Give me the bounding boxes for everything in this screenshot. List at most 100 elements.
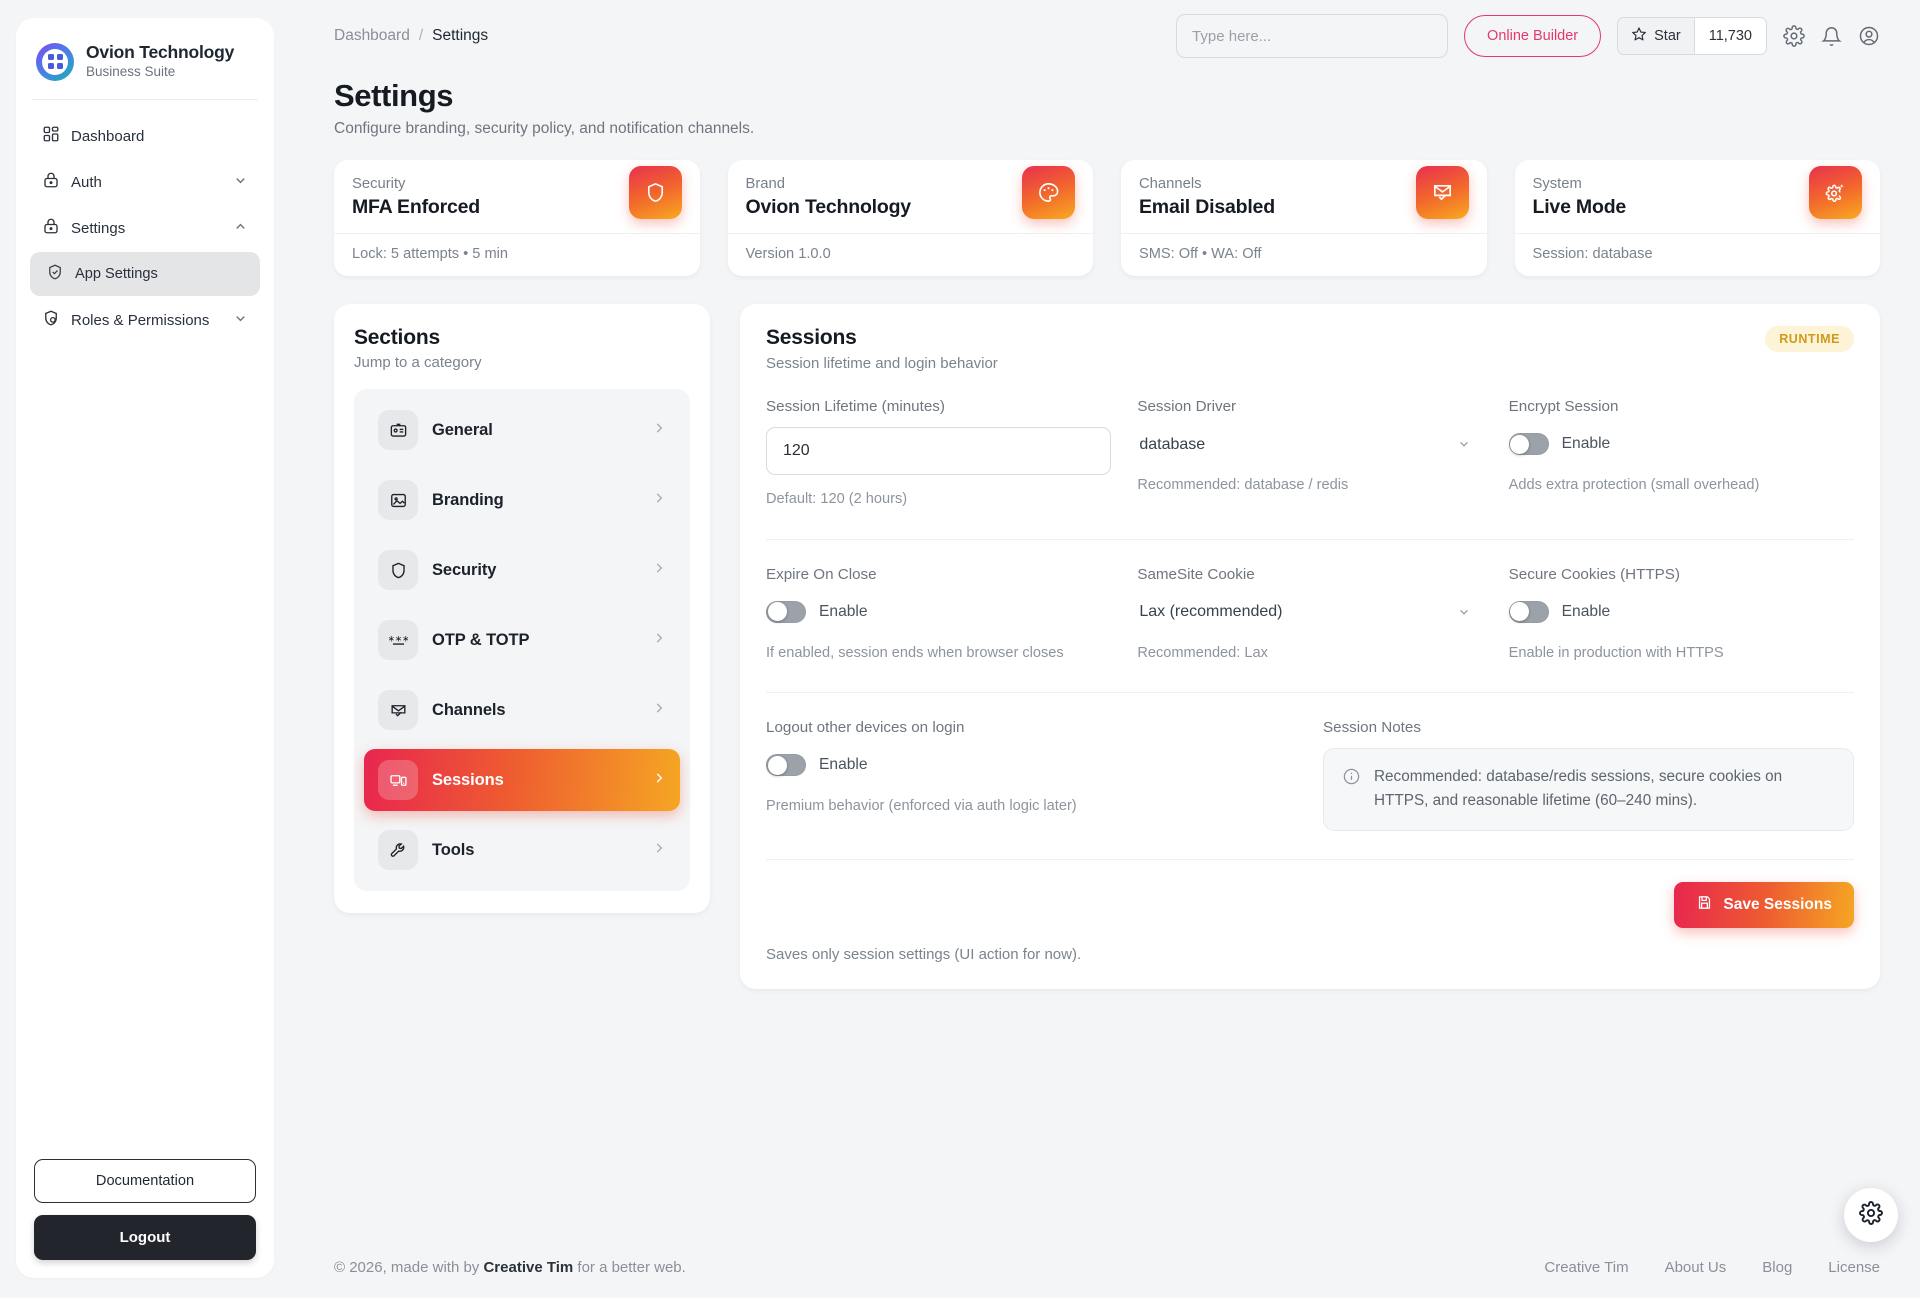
kpi-label: System [1532,176,1582,192]
footer-copyright-brand: Creative Tim [483,1259,574,1276]
field-help: If enabled, session ends when browser cl… [766,644,1064,661]
kpi-card-security: Security MFA Enforced Lock: 5 attempts •… [334,160,700,276]
save-sessions-label: Save Sessions [1723,895,1832,913]
lock-icon [42,217,60,239]
kpi-footer: SMS: Off • WA: Off [1139,246,1262,262]
lock-icon [42,171,60,193]
settings-fab-button[interactable] [1844,1188,1898,1242]
bell-icon[interactable] [1821,26,1842,47]
field-help: Adds extra protection (small overhead) [1508,477,1760,493]
section-item-general[interactable]: General [364,399,680,461]
sidebar-item-settings[interactable]: Settings [30,206,260,250]
footer: © 2026, made with by Creative Tim for a … [334,1233,1880,1298]
sidebar-divider [32,99,258,101]
sidebar-item-label: Settings [71,219,126,237]
field-label: Encrypt Session [1508,398,1619,415]
chevron-up-icon[interactable] [233,219,248,238]
panel-title: Sessions [766,326,857,349]
gear-icon[interactable] [1783,25,1805,47]
kpi-value: Email Disabled [1139,196,1275,218]
id-card-icon [378,410,418,450]
save-sessions-button[interactable]: Save Sessions [1674,881,1854,928]
field-label: Expire On Close [766,565,877,583]
kpi-label: Brand [745,176,786,192]
session-lifetime-input[interactable] [766,427,1112,475]
breadcrumb-parent[interactable]: Dashboard [334,27,410,44]
kpi-value: Live Mode [1532,196,1627,218]
logout-other-devices-toggle[interactable] [766,754,806,777]
sidebar-item-roles-permissions[interactable]: Roles & Permissions [30,298,260,342]
breadcrumb: Dashboard / Settings [334,27,488,45]
kpi-card-brand: Brand Ovion Technology Version 1.0.0 [727,160,1093,276]
content-row: Sections Jump to a category General [334,304,1880,989]
sections-subtitle: Jump to a category [354,354,482,371]
chevron-right-icon [652,561,666,580]
chevron-right-icon [652,631,666,650]
chevron-down-icon[interactable] [233,173,248,192]
sidebar-item-app-settings[interactable]: App Settings [30,252,260,297]
section-item-label: Sessions [432,770,504,789]
chevron-right-icon [652,701,666,720]
shield-icon [628,166,682,219]
toggle-label: Enable [819,756,868,774]
field-secure-cookies: Secure Cookies (HTTPS) Enable Enable in … [1508,566,1854,665]
settings-row-1: Session Lifetime (minutes) Default: 120 … [766,398,1854,511]
section-item-tools[interactable]: Tools [364,819,680,881]
dots-otp-icon: ∗∗∗ [378,620,418,660]
field-help: Enable in production with HTTPS [1508,644,1724,661]
section-item-label: Tools [432,840,475,859]
samesite-cookie-select[interactable]: Lax (recommended) [1137,594,1483,629]
session-notes-box: Recommended: database/redis sessions, se… [1323,748,1854,831]
field-logout-other-devices: Logout other devices on login Enable Pre… [766,719,1297,830]
section-item-otp-totp[interactable]: ∗∗∗ OTP & TOTP [364,609,680,671]
panel-subtitle: Session lifetime and login behavior [766,355,998,372]
sidebar-item-auth[interactable]: Auth [30,160,260,204]
field-expire-on-close: Expire On Close Enable If enabled, sessi… [766,566,1111,665]
expire-on-close-toggle[interactable] [766,600,806,623]
sidebar-item-label: App Settings [75,266,158,283]
documentation-button[interactable]: Documentation [34,1159,256,1203]
kpi-label: Channels [1139,176,1202,192]
toggle-label: Enable [819,602,868,620]
brand[interactable]: Ovion Technology Business Suite [30,38,260,81]
kpi-card-channels: Channels Email Disabled SMS: Off • WA: O… [1121,160,1487,276]
footer-link-license[interactable]: License [1828,1259,1880,1276]
section-item-security[interactable]: Security [364,539,680,601]
footer-copyright: © 2026, made with by Creative Tim for a … [334,1259,686,1276]
chevron-right-icon [652,491,666,510]
footer-link-creative-tim[interactable]: Creative Tim [1544,1259,1629,1276]
sidebar-item-label: Roles & Permissions [71,311,210,329]
kpi-value: MFA Enforced [352,196,480,218]
field-label: SameSite Cookie [1137,565,1255,583]
image-icon [378,480,418,520]
star-group: Star 11,730 [1617,17,1767,55]
section-item-label: Channels [432,700,506,719]
shield-user-icon [42,309,60,331]
footer-link-about-us[interactable]: About Us [1664,1259,1727,1276]
chevron-down-icon[interactable] [233,311,248,330]
secure-cookies-toggle[interactable] [1508,600,1549,623]
section-item-branding[interactable]: Branding [364,469,680,531]
star-button[interactable]: Star [1618,18,1694,54]
sessions-panel: Sessions Session lifetime and login beha… [740,304,1880,989]
section-item-sessions[interactable]: Sessions [364,749,680,811]
session-driver-select[interactable]: database [1137,427,1483,461]
sidebar-item-dashboard[interactable]: Dashboard [30,114,260,158]
field-encrypt-session: Encrypt Session Enable Adds extra protec… [1508,398,1854,511]
wrench-icon [378,830,418,870]
online-builder-button[interactable]: Online Builder [1464,15,1602,57]
kpi-footer: Lock: 5 attempts • 5 min [352,246,508,262]
breadcrumb-separator: / [418,27,424,44]
section-item-label: Security [432,560,497,579]
divider [766,858,1854,860]
footer-link-blog[interactable]: Blog [1762,1259,1793,1276]
encrypt-session-toggle[interactable] [1508,433,1549,455]
gear-icon [1859,1200,1883,1230]
logout-button[interactable]: Logout [34,1215,256,1260]
user-circle-icon[interactable] [1858,25,1880,47]
search-input[interactable] [1176,14,1449,58]
field-help: Premium behavior (enforced via auth logi… [766,798,1077,815]
section-item-channels[interactable]: Channels [364,679,680,741]
devices-icon [378,760,418,800]
shield-check-icon [46,263,64,285]
